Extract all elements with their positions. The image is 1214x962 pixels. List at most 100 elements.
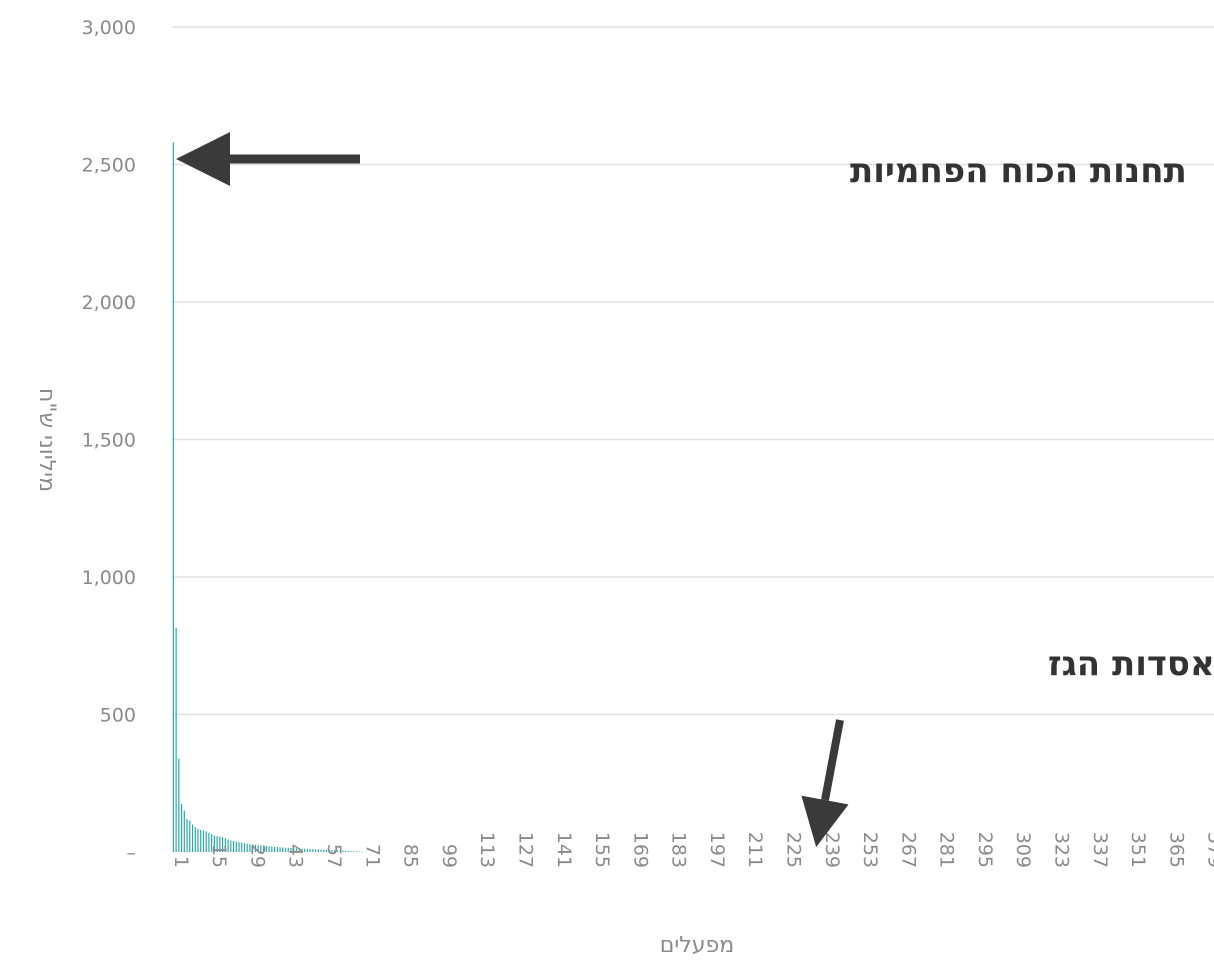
y-tick-label: 1,500 [82,430,136,452]
y-tick-label: – [127,842,137,864]
annotation-gas-rigs: אסדות הגז [801,644,1214,848]
y-tick-label: 3,000 [82,17,136,39]
bar [175,627,177,852]
x-tick-label: 337 [1089,832,1111,868]
bar [342,850,344,852]
bar [304,848,306,852]
bar [306,848,308,852]
bar [358,851,360,852]
annotation-coal-plants: תחנות הכוח הפחמיות [176,132,1187,191]
x-tick-label: 379 [1204,832,1214,868]
bar [183,810,185,852]
bar [345,850,347,852]
x-tick-label: 309 [1012,832,1034,868]
bar [216,836,218,852]
bar [227,839,229,852]
bar [276,847,278,852]
bar [323,849,325,852]
x-tick-label: 43 [285,844,307,868]
bars [172,142,363,853]
bar [260,845,262,852]
bar [191,824,194,852]
y-tick-label: 1,000 [82,567,136,589]
bar [284,847,287,852]
bar [273,846,276,852]
bar [271,846,273,852]
bar [232,841,235,852]
bar [254,844,257,852]
bar [213,835,215,852]
bar [189,820,191,852]
x-tick-label: 1 [170,856,192,868]
bar [293,848,295,852]
bar [331,850,333,852]
bar [208,832,210,852]
bar [336,850,339,852]
x-tick-label: 267 [897,832,919,868]
x-tick-label: 29 [246,844,268,868]
bar [287,847,289,852]
y-tick-label: 2,500 [82,155,136,177]
x-tick-label: 15 [208,844,230,868]
x-tick-label: 169 [629,832,651,868]
x-tick-label: 85 [400,844,422,868]
bar [205,831,207,852]
bar [252,844,254,852]
x-tick-label: 57 [323,844,345,868]
x-tick-label: 225 [782,832,804,868]
x-tick-label: 239 [821,832,843,868]
bar [325,849,328,852]
gridlines [172,26,1214,716]
y-axis-title: מיליוני ש"ח [34,388,59,492]
bar [257,845,259,852]
bar [197,828,199,852]
bar [320,849,322,852]
bar [295,848,298,852]
bar [224,838,226,852]
x-tick-label: 183 [668,832,690,868]
bar [312,849,314,852]
x-tick-label: 113 [476,832,498,868]
bar [241,842,243,852]
bar [268,846,270,852]
bar [200,830,202,852]
bar [238,842,240,852]
annotation-coal-plants-label: תחנות הכוח הפחמיות [850,151,1187,191]
x-tick-label: 281 [936,832,958,868]
y-tick-label: 2,000 [82,292,136,314]
x-tick-label: 155 [591,832,613,868]
x-tick-label: 253 [859,832,881,868]
bar [180,803,183,852]
bar [243,843,246,852]
x-tick-label: 323 [1051,832,1073,868]
x-tick-label: 71 [361,844,383,868]
bar [334,850,336,852]
bar [172,142,174,852]
x-tick-label: 99 [438,844,460,868]
bar [350,851,352,852]
x-tick-label: 211 [744,832,766,868]
arrow-down-icon [801,719,849,848]
bar [361,851,363,853]
bar [230,840,232,852]
x-axis-ticks: 1 15 29 43 57 71 85 99 113 127 141 155 169 183 197 211 2… [170,832,1214,868]
bar [211,834,213,852]
bar [328,849,330,852]
x-tick-label: 141 [553,832,575,868]
bar [301,848,303,852]
bar [235,841,237,852]
bar [194,827,196,852]
bar [202,830,205,852]
x-tick-label: 197 [706,832,728,868]
bar [279,847,281,852]
bar [290,848,292,852]
bar [221,837,224,852]
bar [339,850,341,852]
annotation-gas-rigs-label: אסדות הגז [1048,644,1214,684]
bar [309,848,311,852]
bar [282,847,284,852]
bar [249,844,251,852]
y-axis-ticks: – 500 1,000 1,500 2,000 2,500 3,000 [82,17,136,864]
y-tick-label: 500 [100,705,136,727]
